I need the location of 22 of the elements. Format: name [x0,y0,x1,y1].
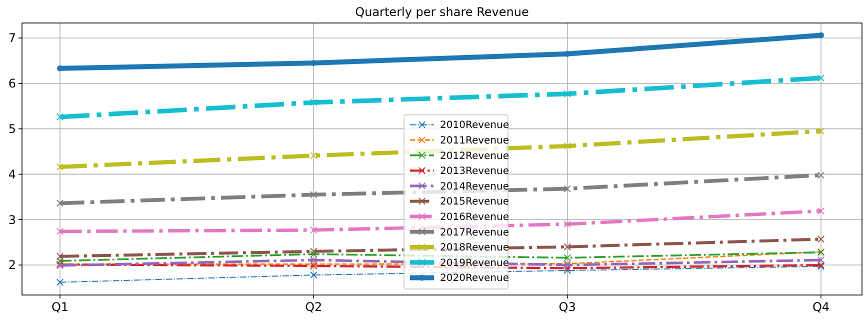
legend-label: 2018Revenue [440,242,509,254]
legend-label: 2012Revenue [440,150,509,162]
legend-label: 2017Revenue [440,227,509,238]
x-tick-label: Q4 [812,300,830,314]
chart-title: Quarterly per share Revenue [355,5,529,19]
legend-label: 2020Revenue [440,273,509,284]
x-tick-label: Q3 [558,300,576,314]
y-tick-label: 2 [8,258,16,272]
y-tick-label: 3 [8,212,16,227]
y-tick-label: 7 [8,31,16,46]
legend-label: 2014Revenue [440,181,509,192]
x-tick-label: Q1 [51,300,69,314]
legend-label: 2011Revenue [440,136,509,146]
legend-label: 2015Revenue [440,196,509,208]
y-tick-label: 4 [8,167,16,182]
y-tick-label: 6 [8,76,16,91]
x-tick-label: Q2 [305,300,322,314]
legend-label: 2010Revenue [440,120,509,132]
legend-label: 2013Revenue [440,166,509,178]
legend-label: 2016Revenue [440,212,509,223]
y-tick-label: 5 [8,122,16,136]
legend-label: 2019Revenue [440,258,509,269]
